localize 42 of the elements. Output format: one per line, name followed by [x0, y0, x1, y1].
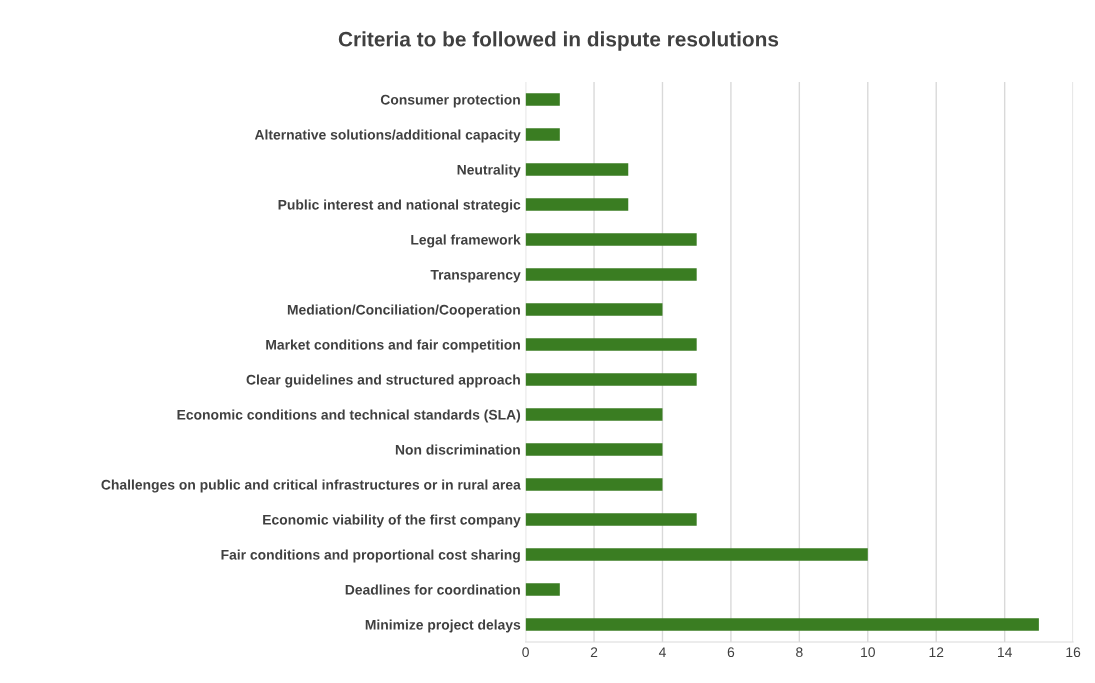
- y-tick-label: Challenges on public and critical infrastructures or in rural area: [101, 479, 521, 493]
- bar: [525, 303, 663, 316]
- bar: [525, 338, 697, 351]
- bar: [525, 268, 697, 281]
- x-tick-label: 8: [796, 647, 803, 658]
- y-tick-label: Economic viability of the first company: [263, 514, 521, 528]
- bar: [525, 408, 663, 421]
- y-tick-label: Minimize project delays: [365, 619, 521, 633]
- bar: [525, 233, 697, 246]
- x-tick-label: 12: [929, 647, 944, 657]
- bar: [525, 163, 629, 176]
- y-tick-label: Fair conditions and proportional cost sharing: [221, 549, 520, 563]
- y-tick-label: Clear guidelines and structured approach: [246, 374, 520, 388]
- y-tick-label: Mediation/Conciliation/Cooperation: [287, 304, 520, 318]
- y-tick-label: Non discrimination: [395, 444, 520, 455]
- bar: [525, 618, 1039, 631]
- x-tick-label: 6: [727, 647, 735, 658]
- y-tick-label: Alternative solutions/additional capacity: [254, 129, 521, 143]
- bar: [525, 198, 629, 211]
- y-tick-label: Consumer protection: [380, 94, 520, 108]
- y-tick-label: Neutrality: [457, 164, 521, 178]
- bar: [525, 128, 560, 141]
- y-tick-label: Transparency: [430, 269, 521, 283]
- y-tick-label: Legal framework: [411, 234, 521, 248]
- bar: [525, 548, 868, 561]
- x-tick-label: 14: [998, 647, 1012, 657]
- bar: [525, 443, 663, 456]
- bar: [525, 583, 560, 596]
- bar: [525, 93, 560, 106]
- bar: [525, 373, 697, 386]
- chart-title: Criteria to be followed in dispute resolutions: [338, 31, 779, 51]
- y-tick-label: Economic conditions and technical standards (SLA): [177, 409, 521, 423]
- bar: [525, 513, 697, 526]
- x-tick-label: 2: [590, 647, 598, 657]
- y-tick-label: Public interest and national strategic: [278, 199, 521, 213]
- x-tick-label: 4: [658, 647, 666, 657]
- x-tick-label: 16: [1066, 647, 1081, 658]
- y-tick-label: Deadlines for coordination: [345, 584, 520, 595]
- x-tick-label: 10: [861, 647, 875, 658]
- bar: [525, 478, 663, 491]
- y-tick-label: Market conditions and fair competition: [266, 339, 520, 353]
- x-tick-label: 0: [522, 647, 529, 658]
